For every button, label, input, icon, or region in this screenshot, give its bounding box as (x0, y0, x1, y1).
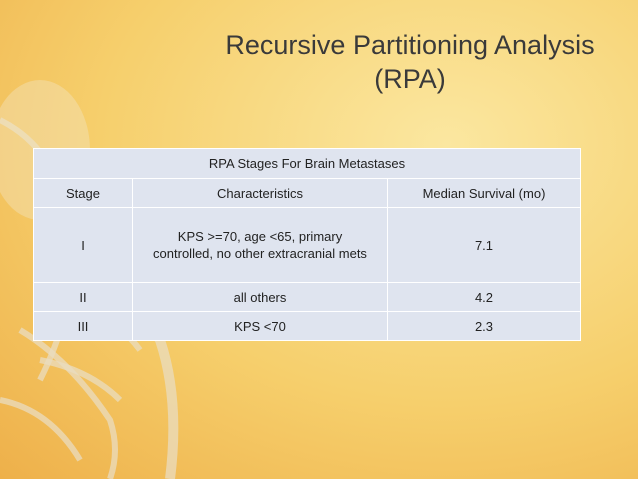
cell: all others (132, 282, 388, 312)
cell: III (33, 311, 133, 341)
cell: KPS <70 (132, 311, 388, 341)
cell: 7.1 (387, 207, 581, 283)
table-caption: RPA Stages For Brain Metastases (33, 148, 581, 179)
cell: 2.3 (387, 311, 581, 341)
header-cell: Characteristics (132, 178, 388, 208)
slide-title: Recursive Partitioning Analysis (225, 30, 595, 60)
cell: KPS >=70, age <65, primary controlled, n… (132, 207, 388, 283)
cell: 4.2 (387, 282, 581, 312)
cell: I (33, 207, 133, 283)
slide-title: (RPA) (374, 64, 446, 94)
rpa-table: RPA Stages For Brain Metastases Stage Ch… (33, 148, 581, 341)
cell: II (33, 282, 133, 312)
header-cell: Stage (33, 178, 133, 208)
header-cell: Median Survival (mo) (387, 178, 581, 208)
